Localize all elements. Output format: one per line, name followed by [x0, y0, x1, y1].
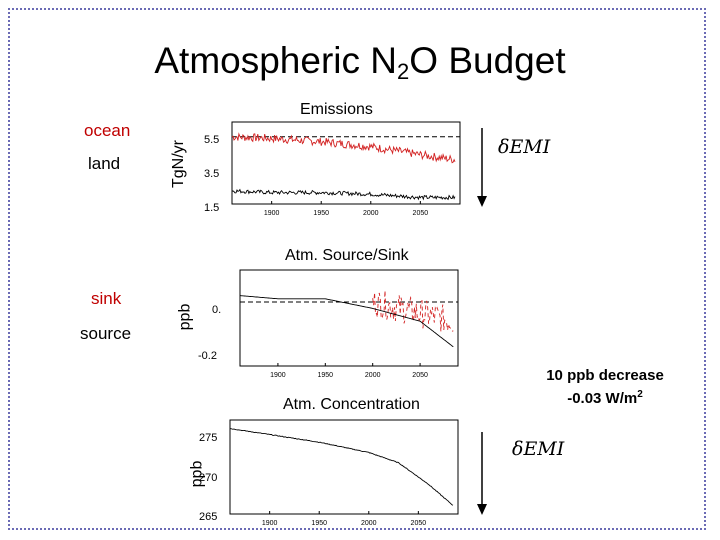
x-tick-label: 2050: [412, 372, 428, 379]
legend-ocean: ocean: [84, 121, 131, 140]
emissions-ytick: 3.5: [204, 168, 220, 180]
x-tick-label: 2000: [365, 372, 381, 379]
note-superscript: 2: [637, 389, 643, 400]
series-line-concentration: [230, 428, 454, 506]
delta-emi-label: δEMI: [512, 438, 565, 460]
x-tick-label: 2050: [411, 520, 427, 527]
series-line-ocean: [231, 132, 456, 164]
legend-source: source: [80, 324, 132, 343]
x-tick-label: 1950: [311, 520, 327, 527]
note-line2: -0.03 W/m: [567, 390, 638, 407]
concentration-title: Atm. Concentration: [283, 396, 420, 413]
sourcesink-ylabel: ppb: [176, 303, 194, 331]
x-tick-label: 2000: [363, 210, 379, 217]
title-text-end: O Budget: [409, 40, 566, 81]
plot-frame: [229, 419, 459, 515]
emissions-title: Emissions: [300, 101, 373, 118]
sourcesink-title: Atm. Source/Sink: [285, 247, 409, 264]
delta-emi-label: δEMI: [498, 136, 551, 158]
down-arrow-icon: [477, 432, 487, 515]
note-line1: 10 ppb decrease: [546, 367, 664, 384]
x-tick-label: 2000: [361, 520, 377, 527]
down-arrow-icon: [477, 128, 487, 207]
forcing-note: 10 ppb decrease -0.03 W/m2: [530, 366, 680, 408]
concentration-ytick: 265: [199, 511, 218, 523]
slide-title: Atmospheric N2O Budget: [0, 40, 720, 85]
emissions-ylabel: TgN/yr: [170, 140, 187, 188]
x-tick-label: 1950: [313, 210, 329, 217]
x-tick-label: 1900: [264, 210, 280, 217]
title-subscript: 2: [397, 59, 410, 84]
emissions-ytick: 5.5: [204, 134, 220, 146]
series-line-sink: [372, 290, 454, 332]
concentration-plot: 1900 1950 2000 2050: [229, 419, 459, 527]
plot-frame: [239, 269, 459, 367]
concentration-ytick: 270: [199, 472, 218, 484]
sourcesink-ytick: 0.: [212, 304, 222, 316]
x-tick-label: 1900: [262, 520, 278, 527]
series-line-source: [239, 295, 454, 348]
x-tick-label: 1950: [318, 372, 334, 379]
title-text: Atmospheric N: [154, 40, 398, 81]
legend-sink: sink: [91, 289, 122, 308]
series-line-land: [231, 188, 456, 201]
emissions-plot: 1900 1950 2000 2050: [231, 121, 461, 217]
slide-frame: [8, 8, 706, 530]
emissions-ytick: 1.5: [204, 202, 220, 214]
legend-land: land: [88, 154, 121, 173]
sourcesink-ytick: -0.2: [198, 350, 217, 362]
sourcesink-plot: 1900 1950 2000 2050: [239, 269, 459, 379]
concentration-ytick: 275: [199, 432, 218, 444]
x-tick-label: 1900: [270, 372, 286, 379]
x-tick-label: 2050: [413, 210, 429, 217]
